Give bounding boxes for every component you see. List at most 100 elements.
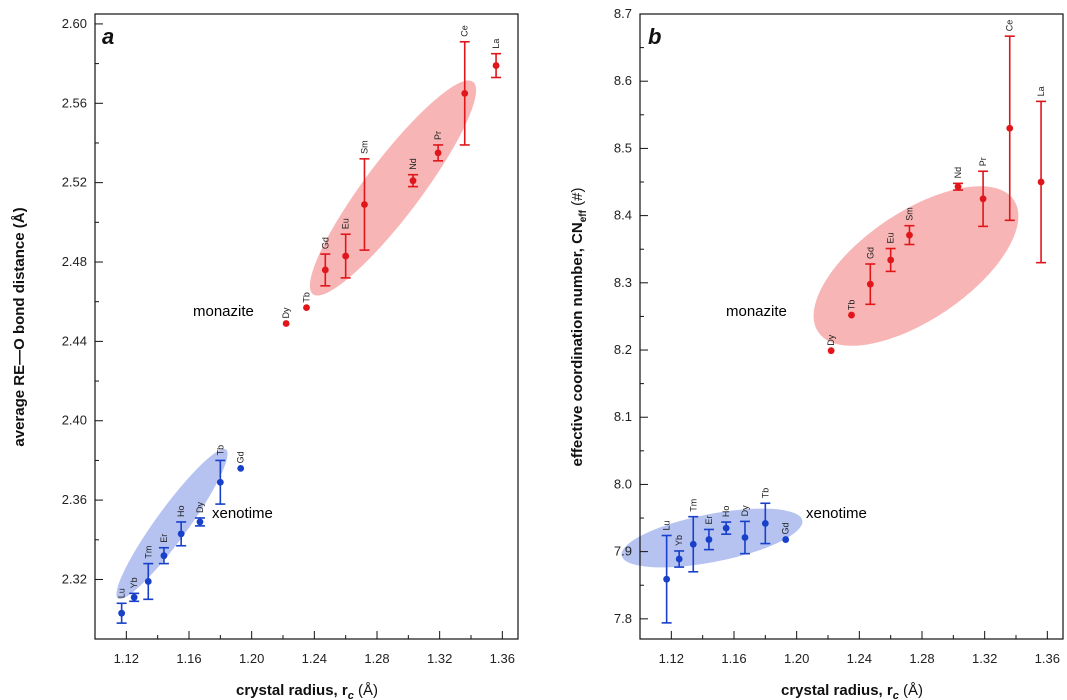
monazite-label: monazite (193, 303, 254, 320)
y-tick-label: 8.3 (614, 275, 632, 290)
data-point-monazite (461, 89, 469, 97)
point-label: Dy (281, 307, 291, 318)
y-tick-label: 8.4 (614, 208, 632, 223)
data-point-xenotime (216, 478, 224, 486)
xenotime-label: xenotime (212, 505, 273, 522)
point-label: Yb (674, 535, 684, 546)
data-point-xenotime (761, 520, 769, 527)
data-point-xenotime (160, 552, 168, 560)
x-tick-label: 1.32 (427, 651, 452, 666)
data-point-monazite (361, 201, 368, 208)
data-point-xenotime (663, 575, 671, 583)
data-point-xenotime (196, 518, 204, 526)
y-tick-label: 2.40 (62, 413, 87, 428)
data-point-xenotime (237, 464, 245, 472)
x-axis-label: crystal radius, rc (Å) (236, 682, 378, 700)
point-label: Tm (143, 546, 153, 559)
point-label: Dy (740, 505, 750, 516)
y-axis-label: average RE—O bond distance (Å) (11, 207, 28, 446)
point-label: Ce (1005, 20, 1015, 32)
data-point-xenotime (130, 593, 138, 601)
y-tick-label: 2.48 (62, 254, 87, 269)
x-tick-label: 1.32 (972, 651, 997, 666)
y-axis-label-unit: (#) (569, 188, 586, 211)
plot-frame (94, 13, 519, 640)
data-point-xenotime (118, 609, 126, 617)
data-point-xenotime (675, 555, 683, 563)
point-label: Ho (176, 505, 186, 517)
y-tick-label: 2.44 (62, 333, 87, 348)
data-point-monazite (1037, 178, 1045, 186)
point-label: Ce (460, 25, 470, 37)
monazite-envelope (309, 80, 477, 296)
x-tick-label: 1.28 (364, 651, 389, 666)
point-label: Sm (359, 140, 369, 154)
point-label: Dy (826, 334, 836, 345)
panel-b: 1.12 1.16 1.20 1.24 1.28 1.32 1.36 7.8 7.9 8.0 8.1… (569, 6, 1064, 700)
monazite-label: monazite (726, 303, 787, 320)
point-label: Yb (129, 577, 139, 588)
point-label: Tb (302, 292, 312, 303)
data-point-monazite (492, 62, 500, 69)
y-tick-label: 2.32 (62, 571, 87, 586)
data-point-xenotime (782, 536, 790, 543)
point-label: La (491, 39, 501, 49)
point-label: Pr (978, 157, 988, 166)
x-tick-label: 1.12 (114, 651, 139, 666)
point-label: La (1036, 86, 1046, 96)
y-tick-label: 8.2 (614, 342, 632, 357)
data-point-monazite (906, 231, 913, 239)
data-point-monazite (434, 149, 442, 157)
x-axis-label-unit: (Å) (899, 682, 923, 699)
y-tick-label: 8.0 (614, 476, 632, 491)
x-tick-label: 1.16 (176, 651, 201, 666)
data-point-xenotime (144, 578, 152, 585)
panel-a: 1.12 1.16 1.20 1.24 1.28 1.32 1.36 2.32 2.36 2.40… (11, 13, 519, 700)
x-axis-label: crystal radius, rc (Å) (781, 682, 923, 700)
point-label: Tb (215, 445, 225, 456)
data-point-xenotime (741, 534, 749, 541)
point-label: Gd (781, 523, 791, 535)
data-point-monazite (303, 304, 310, 312)
panel-letter: a (102, 24, 114, 49)
y-tick-label: 2.36 (62, 492, 87, 507)
point-label: Nd (408, 158, 418, 170)
xenotime-label: xenotime (806, 505, 867, 522)
data-point-monazite (342, 252, 350, 260)
point-label: Tb (847, 300, 857, 311)
point-label: Lu (117, 588, 127, 598)
point-label: Tm (688, 499, 698, 512)
data-point-xenotime (689, 540, 697, 548)
x-axis-label-subscript: c (893, 690, 899, 700)
point-label: Lu (662, 520, 672, 530)
data-point-xenotime (705, 536, 713, 543)
y-axis-label: effective coordination number, CNeff (#) (569, 188, 589, 467)
y-tick-label: 7.9 (614, 544, 632, 559)
x-tick-label: 1.20 (784, 651, 809, 666)
data-point-monazite (979, 195, 987, 203)
point-label: Gd (236, 451, 246, 463)
y-tick-label: 2.56 (62, 95, 87, 110)
data-point-monazite (954, 183, 962, 191)
point-label: Dy (195, 501, 205, 512)
y-tick-label: 8.1 (614, 409, 632, 424)
point-label: Ho (721, 506, 731, 518)
point-label: Gd (320, 237, 330, 249)
data-point-monazite (827, 347, 835, 355)
x-tick-label: 1.36 (1035, 651, 1060, 666)
x-tick-label: 1.20 (239, 651, 264, 666)
data-point-monazite (848, 311, 855, 319)
x-axis-label-unit: (Å) (354, 682, 378, 699)
data-point-monazite (1006, 124, 1014, 132)
data-point-monazite (321, 266, 329, 274)
point-label: Gd (865, 247, 875, 259)
x-tick-label: 1.24 (302, 651, 327, 666)
data-point-xenotime (177, 530, 185, 538)
point-label: Tb (760, 488, 770, 499)
y-tick-label: 8.7 (614, 6, 632, 21)
data-point-monazite (866, 280, 874, 288)
panel-letter: b (648, 24, 661, 49)
point-label: Nd (953, 167, 963, 179)
point-label: Eu (341, 218, 351, 229)
